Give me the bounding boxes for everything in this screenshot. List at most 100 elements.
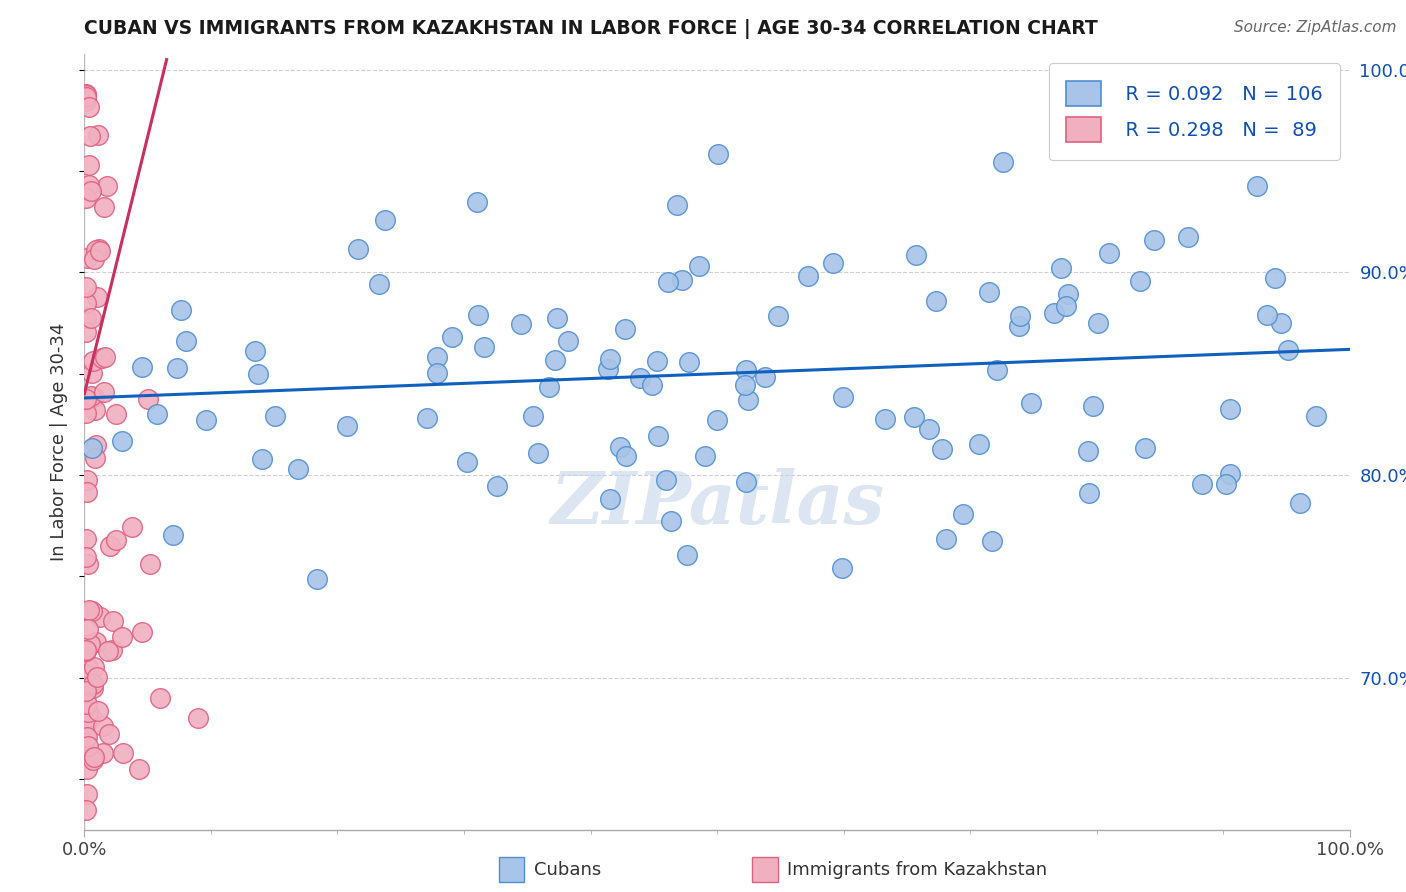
Point <box>121 519 143 533</box>
Point <box>76 644 98 658</box>
Point <box>86 128 108 142</box>
Point <box>264 409 287 423</box>
Point <box>75 406 97 420</box>
Point <box>166 360 188 375</box>
Point <box>831 561 853 575</box>
Point <box>94 350 117 364</box>
Point <box>935 533 957 547</box>
Point <box>527 446 550 460</box>
Point <box>374 212 396 227</box>
Point <box>522 409 544 423</box>
Point <box>84 438 107 452</box>
Point <box>83 390 105 404</box>
Point <box>80 751 103 765</box>
Point <box>77 622 100 636</box>
Point <box>80 710 103 724</box>
Point <box>1077 485 1099 500</box>
Point <box>467 308 489 322</box>
Point <box>1305 409 1327 424</box>
Point <box>187 711 209 725</box>
Point <box>665 198 688 212</box>
Point <box>707 146 730 161</box>
Point <box>1050 260 1073 275</box>
Point <box>695 450 717 464</box>
Point <box>93 200 115 214</box>
Point <box>1264 271 1286 285</box>
Point <box>75 643 97 657</box>
Point <box>599 491 621 506</box>
Point <box>83 402 105 417</box>
Point <box>510 318 533 332</box>
Point <box>823 256 845 270</box>
Point <box>543 352 565 367</box>
Point <box>1219 467 1241 481</box>
Point <box>79 178 101 193</box>
Point <box>616 449 638 463</box>
Point <box>467 194 489 209</box>
Point <box>1215 477 1237 491</box>
Text: ZIPatlas: ZIPatlas <box>550 468 884 539</box>
Point <box>368 277 391 291</box>
Point <box>250 451 273 466</box>
Point <box>111 434 134 448</box>
Point <box>104 407 127 421</box>
Point <box>136 392 159 407</box>
Point <box>287 462 309 476</box>
Point <box>336 418 359 433</box>
Point <box>76 473 98 487</box>
Point <box>77 739 100 753</box>
Point <box>734 475 756 489</box>
Point <box>1008 309 1031 323</box>
Point <box>918 421 941 435</box>
Y-axis label: In Labor Force | Age 30-34: In Labor Force | Age 30-34 <box>51 322 69 561</box>
Point <box>797 269 820 284</box>
Point <box>456 455 478 469</box>
Point <box>305 572 328 586</box>
Point <box>688 259 710 273</box>
Point <box>77 603 100 617</box>
Point <box>641 378 664 392</box>
Point <box>931 442 953 456</box>
Point <box>766 310 789 324</box>
Point <box>609 440 631 454</box>
Point <box>195 413 218 427</box>
Point <box>162 528 184 542</box>
Point <box>904 248 927 262</box>
Point <box>647 429 669 443</box>
Point <box>79 99 101 113</box>
Point <box>1054 299 1077 313</box>
Point <box>903 409 925 424</box>
Point <box>76 803 98 817</box>
Point <box>80 184 103 198</box>
Point <box>416 411 439 425</box>
Point <box>93 384 115 399</box>
Point <box>77 661 100 675</box>
Point <box>1256 308 1278 322</box>
Point <box>75 94 97 108</box>
Point <box>131 359 153 374</box>
Point <box>83 750 105 764</box>
Point <box>149 690 172 705</box>
Point <box>87 704 110 718</box>
Point <box>645 353 668 368</box>
Point <box>76 731 98 745</box>
Point <box>82 681 104 695</box>
Point <box>76 698 98 712</box>
Point <box>89 242 111 256</box>
Point <box>1087 316 1109 330</box>
Point <box>754 370 776 384</box>
Point <box>86 290 108 304</box>
Point <box>96 179 118 194</box>
Point <box>613 322 636 336</box>
Point <box>875 412 897 426</box>
Point <box>111 630 134 644</box>
Point <box>84 450 107 465</box>
Point <box>91 746 114 760</box>
Point <box>131 624 153 639</box>
Point <box>90 351 112 366</box>
Point <box>737 392 759 407</box>
Point <box>75 666 97 681</box>
Point <box>75 683 97 698</box>
Point <box>1246 178 1268 193</box>
Point <box>596 362 619 376</box>
